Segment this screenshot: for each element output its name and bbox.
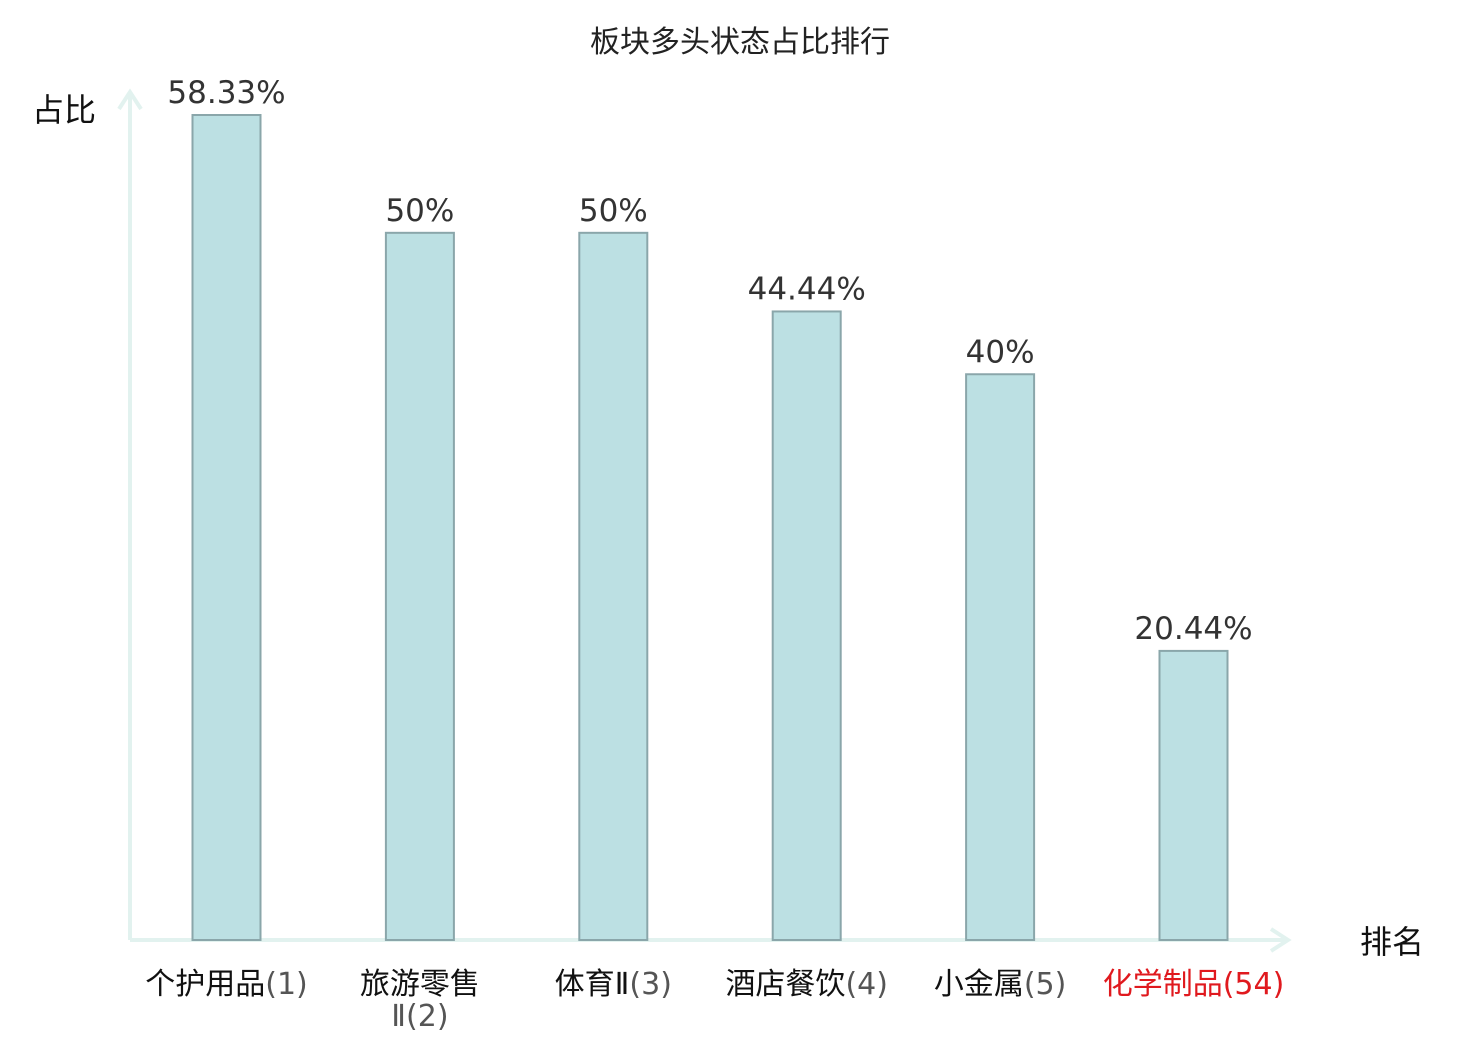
bar	[191, 114, 262, 941]
x-tick-label: 小金属(5)	[934, 967, 1067, 1002]
x-axis	[130, 927, 1292, 953]
bar	[384, 231, 455, 942]
x-tick-label: 化学制品(54)	[1103, 967, 1285, 1002]
value-label-group: 58.33% 50% 50% 44.44% 40% 20.44%	[167, 75, 1252, 647]
data-label: 20.44%	[1134, 611, 1252, 647]
x-tick-rank: (3)	[629, 967, 672, 1002]
data-label: 50%	[579, 193, 648, 229]
x-tick-rank: (54)	[1223, 967, 1285, 1002]
x-tick-rank: (4)	[845, 967, 888, 1002]
data-label: 44.44%	[748, 271, 866, 307]
x-tick-rank: (5)	[1024, 967, 1067, 1002]
x-tick-name: 化学制品	[1103, 967, 1223, 1002]
x-tick-label: 个护用品(1)	[145, 967, 308, 1002]
x-tick-rank: (2)	[406, 999, 449, 1034]
x-axis-label: 排名	[1360, 923, 1424, 961]
bar	[771, 310, 842, 941]
x-tick-name: 小金属	[934, 967, 1024, 1002]
x-tick-name: 体育Ⅱ	[555, 967, 630, 1002]
y-axis-label: 占比	[32, 91, 96, 129]
bar-group	[191, 114, 1229, 942]
x-tick-label-suffix: Ⅱ	[391, 999, 406, 1034]
x-tick-label: 旅游零售	[360, 967, 480, 1002]
data-label: 58.33%	[167, 75, 285, 111]
bar	[578, 231, 649, 942]
data-label: 40%	[966, 334, 1035, 370]
chart-title: 板块多头状态占比排行	[590, 25, 890, 60]
bar	[965, 373, 1036, 942]
x-tick-name: 个护用品	[145, 967, 265, 1002]
x-tick-label-line2: Ⅱ(2)	[391, 999, 448, 1034]
data-label: 50%	[385, 193, 454, 229]
x-tick-name: 酒店餐饮	[725, 967, 845, 1002]
x-tick-label: 体育Ⅱ(3)	[555, 967, 672, 1002]
y-axis	[117, 88, 143, 940]
x-tick-rank: (1)	[265, 967, 308, 1002]
x-tick-label: 酒店餐饮(4)	[725, 967, 888, 1002]
bar	[1158, 649, 1229, 942]
